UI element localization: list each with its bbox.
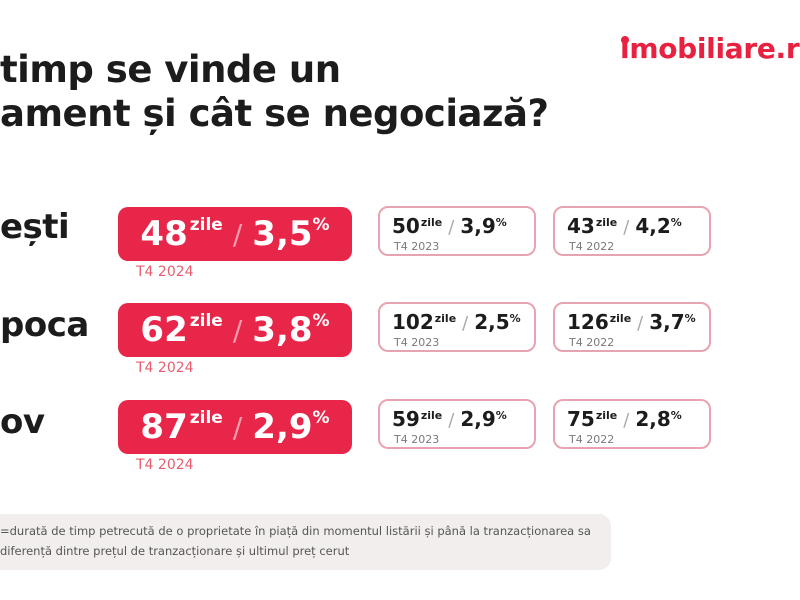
days-value: 62 [140, 310, 188, 350]
footnote-line-1: =durată de timp petrecută de o proprieta… [0, 524, 591, 538]
discount-value: 2,9 [460, 407, 496, 431]
title-line-1: timp se vinde un [0, 48, 341, 91]
discount-value: 2,9 [252, 407, 313, 447]
days-value: 102 [392, 310, 434, 334]
discount-value: 3,5 [252, 214, 313, 254]
current-stat-card: 48 zile / 3,5% [118, 207, 352, 261]
days-unit: zile [189, 311, 223, 331]
city-label: ești [0, 207, 70, 247]
logo-dot [620, 36, 629, 44]
discount-percent: % [495, 216, 507, 229]
days-unit: zile [434, 312, 457, 325]
prev-stat-card: 59zile /2,9% T4 2023 [378, 399, 536, 449]
days-value: 50 [392, 214, 420, 238]
logo-i: i [620, 32, 630, 65]
discount-percent: % [495, 409, 507, 422]
discount-percent: % [312, 311, 330, 331]
period-label: T4 2022 [569, 433, 615, 446]
days-value: 126 [567, 310, 609, 334]
period-label: T4 2023 [394, 336, 440, 349]
days-value: 48 [140, 214, 188, 254]
divider-slash: / [623, 410, 630, 431]
divider-slash: / [232, 410, 243, 444]
discount-value: 3,7 [649, 310, 685, 334]
discount-value: 3,8 [252, 310, 313, 350]
prev-stat-card: 126zile /3,7% T4 2022 [553, 302, 711, 352]
discount-percent: % [509, 312, 521, 325]
period-label: T4 2022 [569, 336, 615, 349]
brand-logo: i mobiliare.r [620, 32, 800, 65]
days-unit: zile [189, 215, 223, 235]
discount-percent: % [670, 409, 682, 422]
title-line-2: ament și cât se negociază? [0, 92, 549, 135]
discount-value: 2,8 [635, 407, 671, 431]
divider-slash: / [232, 217, 243, 251]
days-unit: zile [420, 216, 443, 229]
current-period-label: T4 2024 [136, 457, 194, 473]
prev-stat-card: 102zile /2,5% T4 2023 [378, 302, 536, 352]
divider-slash: / [637, 313, 644, 334]
discount-percent: % [670, 216, 682, 229]
prev-stat-card: 43zile /4,2% T4 2022 [553, 206, 711, 256]
current-period-label: T4 2024 [136, 264, 194, 280]
days-unit: zile [595, 409, 618, 422]
divider-slash: / [623, 217, 630, 238]
days-unit: zile [189, 408, 223, 428]
divider-slash: / [232, 313, 243, 347]
footnote-line-2: diferență dintre prețul de tranzacționar… [0, 544, 350, 558]
discount-value: 2,5 [474, 310, 510, 334]
prev-stat-card: 50zile /3,9% T4 2023 [378, 206, 536, 256]
logo-text: mobiliare.r [629, 32, 800, 65]
divider-slash: / [448, 217, 455, 238]
divider-slash: / [448, 410, 455, 431]
discount-value: 4,2 [635, 214, 671, 238]
current-stat-card: 87 zile / 2,9% [118, 400, 352, 454]
period-label: T4 2023 [394, 433, 440, 446]
page-title: timp se vinde un ament și cât se negocia… [0, 48, 549, 136]
city-label: poca [0, 305, 89, 345]
discount-percent: % [312, 215, 330, 235]
divider-slash: / [462, 313, 469, 334]
period-label: T4 2023 [394, 240, 440, 253]
days-unit: zile [420, 409, 443, 422]
days-value: 43 [567, 214, 595, 238]
city-label: ov [0, 402, 45, 442]
prev-stat-card: 75zile /2,8% T4 2022 [553, 399, 711, 449]
days-value: 87 [140, 407, 188, 447]
days-unit: zile [595, 216, 618, 229]
period-label: T4 2022 [569, 240, 615, 253]
discount-percent: % [684, 312, 696, 325]
footnote-box: =durată de timp petrecută de o proprieta… [0, 514, 611, 570]
current-stat-card: 62 zile / 3,8% [118, 303, 352, 357]
days-value: 75 [567, 407, 595, 431]
days-value: 59 [392, 407, 420, 431]
discount-percent: % [312, 408, 330, 428]
current-period-label: T4 2024 [136, 360, 194, 376]
days-unit: zile [609, 312, 632, 325]
discount-value: 3,9 [460, 214, 496, 238]
